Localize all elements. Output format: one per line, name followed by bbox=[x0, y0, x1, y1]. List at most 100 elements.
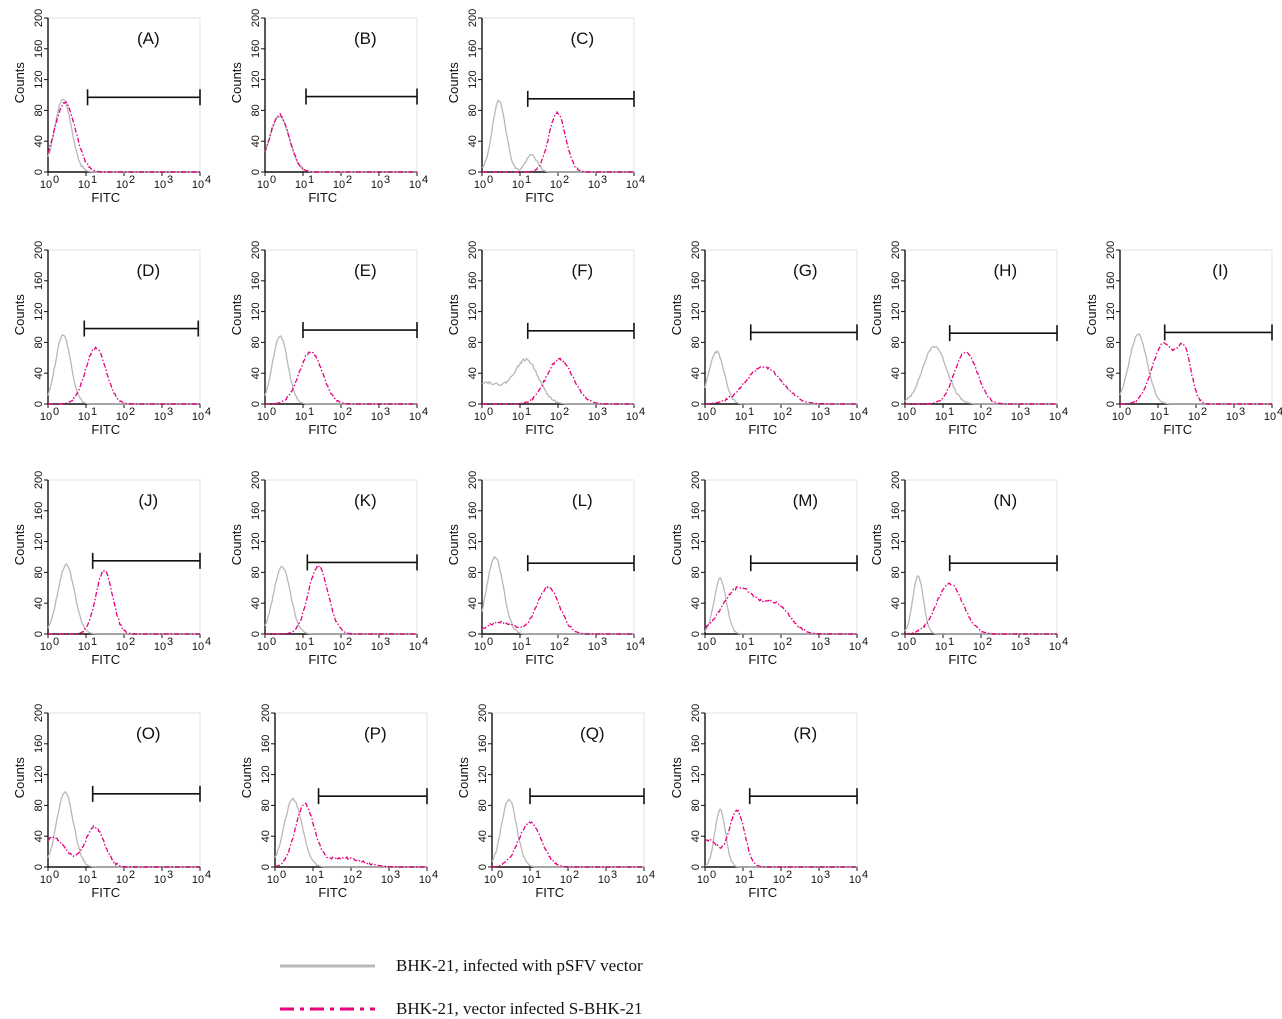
x-tick-exponent: 1 bbox=[1163, 406, 1169, 418]
y-tick-label: 160 bbox=[467, 272, 479, 290]
sample-histogram bbox=[48, 346, 200, 405]
sample-histogram bbox=[704, 809, 857, 868]
y-tick-label: 200 bbox=[890, 471, 902, 489]
x-tick-label: 10 bbox=[78, 411, 90, 423]
x-tick-label: 10 bbox=[512, 179, 524, 191]
y-tick-label: 120 bbox=[690, 765, 702, 783]
x-tick-label: 10 bbox=[154, 874, 166, 886]
sample-histogram bbox=[905, 351, 1057, 405]
x-axis-title: FITC bbox=[535, 885, 564, 900]
x-tick-label: 10 bbox=[773, 641, 785, 653]
y-tick-label: 120 bbox=[33, 302, 45, 320]
x-tick-exponent: 4 bbox=[205, 406, 211, 418]
panel-label: (P) bbox=[364, 724, 387, 743]
y-tick-label: 80 bbox=[890, 336, 902, 348]
x-tick-exponent: 0 bbox=[53, 636, 59, 648]
x-tick-exponent: 4 bbox=[432, 869, 438, 881]
x-tick-exponent: 1 bbox=[308, 636, 314, 648]
y-tick-label: 120 bbox=[467, 532, 479, 550]
x-axis-title: FITC bbox=[525, 652, 554, 667]
y-tick-label: 80 bbox=[250, 104, 262, 116]
plot-frame bbox=[264, 479, 418, 635]
x-tick-label: 10 bbox=[849, 641, 861, 653]
x-tick-label: 10 bbox=[935, 411, 947, 423]
x-tick-exponent: 0 bbox=[487, 174, 493, 186]
y-tick-label: 160 bbox=[33, 735, 45, 753]
x-tick-label: 10 bbox=[419, 874, 431, 886]
y-tick-label: 0 bbox=[1105, 401, 1117, 407]
x-tick-exponent: 4 bbox=[862, 406, 868, 418]
plot-frame bbox=[481, 17, 635, 173]
y-tick-label: 0 bbox=[467, 631, 479, 637]
x-tick-exponent: 1 bbox=[91, 406, 97, 418]
x-tick-label: 10 bbox=[626, 411, 638, 423]
x-tick-label: 10 bbox=[343, 874, 355, 886]
sample-histogram bbox=[47, 101, 200, 173]
x-axis-title: FITC bbox=[91, 190, 120, 205]
x-tick-exponent: 2 bbox=[563, 636, 569, 648]
x-tick-exponent: 2 bbox=[986, 406, 992, 418]
legend-label-control: BHK-21, infected with pSFV vector bbox=[396, 956, 643, 975]
y-tick-label: 40 bbox=[250, 367, 262, 379]
x-tick-label: 10 bbox=[811, 411, 823, 423]
x-tick-exponent: 1 bbox=[525, 406, 531, 418]
y-axis-title: Counts bbox=[229, 294, 244, 336]
x-tick-label: 10 bbox=[409, 411, 421, 423]
x-tick-label: 10 bbox=[381, 874, 393, 886]
y-axis-title: Counts bbox=[669, 524, 684, 566]
x-tick-label: 10 bbox=[474, 641, 486, 653]
x-tick-exponent: 3 bbox=[611, 869, 617, 881]
y-tick-label: 80 bbox=[33, 566, 45, 578]
x-tick-exponent: 1 bbox=[91, 869, 97, 881]
y-axis-title: Counts bbox=[446, 524, 461, 566]
y-tick-label: 160 bbox=[690, 272, 702, 290]
x-tick-label: 10 bbox=[1264, 411, 1276, 423]
control-histogram bbox=[481, 99, 634, 173]
x-tick-exponent: 0 bbox=[497, 869, 503, 881]
x-tick-label: 10 bbox=[295, 411, 307, 423]
panel-label: (M) bbox=[793, 491, 818, 510]
x-tick-exponent: 0 bbox=[910, 636, 916, 648]
y-tick-label: 120 bbox=[260, 765, 272, 783]
y-tick-label: 120 bbox=[250, 302, 262, 320]
y-tick-label: 0 bbox=[690, 401, 702, 407]
x-tick-label: 10 bbox=[295, 641, 307, 653]
sample-histogram bbox=[264, 112, 417, 173]
x-tick-exponent: 0 bbox=[270, 636, 276, 648]
x-tick-exponent: 2 bbox=[573, 869, 579, 881]
control-histogram bbox=[491, 798, 644, 868]
x-tick-label: 10 bbox=[305, 874, 317, 886]
x-tick-exponent: 1 bbox=[748, 636, 754, 648]
y-tick-label: 40 bbox=[890, 597, 902, 609]
x-tick-exponent: 2 bbox=[1201, 406, 1207, 418]
sample-histogram bbox=[482, 110, 634, 173]
x-tick-exponent: 1 bbox=[318, 869, 324, 881]
y-tick-label: 120 bbox=[467, 70, 479, 88]
y-tick-label: 80 bbox=[690, 566, 702, 578]
y-axis-title: Counts bbox=[869, 294, 884, 336]
y-tick-label: 80 bbox=[33, 104, 45, 116]
x-tick-exponent: 0 bbox=[270, 174, 276, 186]
y-tick-label: 40 bbox=[890, 367, 902, 379]
panel-label: (J) bbox=[138, 491, 158, 510]
x-tick-label: 10 bbox=[735, 641, 747, 653]
x-tick-exponent: 1 bbox=[948, 636, 954, 648]
y-tick-label: 200 bbox=[690, 241, 702, 259]
x-tick-label: 10 bbox=[257, 641, 269, 653]
y-tick-label: 40 bbox=[250, 135, 262, 147]
y-tick-label: 40 bbox=[33, 830, 45, 842]
x-tick-label: 10 bbox=[257, 179, 269, 191]
x-tick-label: 10 bbox=[192, 179, 204, 191]
x-tick-label: 10 bbox=[484, 874, 496, 886]
x-tick-label: 10 bbox=[973, 641, 985, 653]
y-tick-label: 40 bbox=[477, 830, 489, 842]
panel-label: (K) bbox=[354, 491, 377, 510]
control-histogram bbox=[481, 357, 634, 405]
y-tick-label: 40 bbox=[1105, 367, 1117, 379]
x-tick-label: 10 bbox=[257, 411, 269, 423]
